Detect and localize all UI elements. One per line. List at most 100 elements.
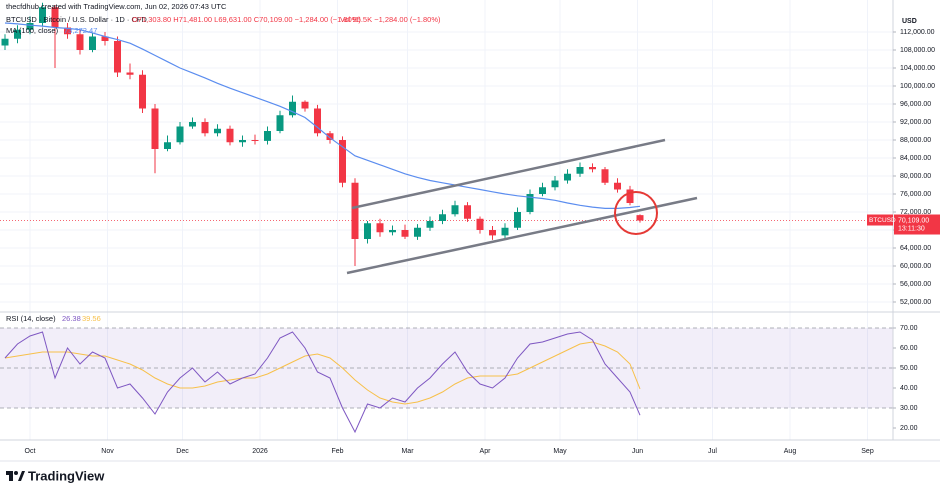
author-line: thecfdhub created with TradingView.com, … xyxy=(6,2,227,11)
candle-body xyxy=(289,101,296,116)
candle-body xyxy=(464,205,471,219)
ma-legend-value: 73,272.47 xyxy=(64,26,97,35)
candle-body xyxy=(176,126,184,143)
y-tick-label: 80,000.00 xyxy=(900,173,931,180)
ohlc: O71,303.80 H71,481.00 L69,631.00 C70,109… xyxy=(132,15,361,24)
candle-body xyxy=(636,215,644,221)
ma-line xyxy=(4,22,641,209)
y-tick-label: 60.00 xyxy=(900,345,918,352)
rsi-value: 26.38 xyxy=(62,314,81,323)
y-tick-label: 88,000.00 xyxy=(900,137,931,144)
y-tick-label: 96,000.00 xyxy=(900,101,931,108)
brand: TradingView xyxy=(28,468,105,483)
x-tick-label: May xyxy=(553,448,567,455)
candle-body xyxy=(551,180,559,188)
candle-body xyxy=(576,167,584,174)
x-tick-label: Jun xyxy=(632,448,643,455)
candle-body xyxy=(401,230,409,237)
ma-legend: MA (100, close) xyxy=(6,26,59,35)
x-tick-label: Feb xyxy=(331,448,343,455)
candle-body xyxy=(539,187,546,195)
x-tick-label: Sep xyxy=(861,448,874,455)
candle-body xyxy=(1,38,9,46)
symbol-label-box xyxy=(867,214,893,226)
candle-body xyxy=(414,227,421,237)
candle-body xyxy=(126,72,134,75)
x-tick-label: 2026 xyxy=(252,448,268,455)
channel-upper xyxy=(351,138,666,210)
y-tick-label: 108,000.00 xyxy=(900,47,935,54)
candle-body xyxy=(76,34,84,50)
rsi-ma-value: 39.56 xyxy=(82,314,101,323)
candle-body xyxy=(339,140,346,183)
y-tick-label: 60,000.00 xyxy=(900,263,931,270)
symbol-label: BTCUSD xyxy=(869,217,896,224)
candle-body xyxy=(426,221,434,228)
candle-body xyxy=(114,40,121,73)
y-tick-label: 70.00 xyxy=(900,325,918,332)
candle-body xyxy=(226,128,234,143)
candle-body xyxy=(51,7,59,28)
candle-body xyxy=(364,223,371,240)
candle-body xyxy=(626,189,634,204)
volume: Vol 95.5K −1,284.00 (−1.80%) xyxy=(340,15,441,24)
x-tick-label: Oct xyxy=(25,448,36,455)
y-tick-label: 56,000.00 xyxy=(900,281,931,288)
y-tick-label: 52,000.00 xyxy=(900,299,931,306)
candle-body xyxy=(376,223,384,233)
x-tick-label: Apr xyxy=(480,448,492,455)
candle-body xyxy=(601,169,609,183)
candle-body xyxy=(514,212,521,228)
candle-body xyxy=(239,140,246,143)
candle-body xyxy=(89,36,96,50)
candle-body xyxy=(189,122,196,127)
y-tick-label: 40.00 xyxy=(900,385,918,392)
x-tick-label: Mar xyxy=(401,448,414,455)
rsi-legend: RSI (14, close) xyxy=(6,314,56,323)
candle-body xyxy=(351,182,359,240)
candle-body xyxy=(476,218,484,231)
price-label: 70,109.00 xyxy=(898,217,929,224)
y-tick-label: 100,000.00 xyxy=(900,83,935,90)
candle-body xyxy=(151,108,159,150)
x-tick-label: Aug xyxy=(784,448,797,455)
rsi-line xyxy=(4,331,641,434)
candle-body xyxy=(389,230,396,233)
currency: USD xyxy=(902,18,917,25)
y-tick-label: 104,000.00 xyxy=(900,65,935,72)
y-tick-label: 76,000.00 xyxy=(900,191,931,198)
candle-body xyxy=(251,140,259,142)
candle-body xyxy=(14,29,21,39)
y-tick-label: 72,000.00 xyxy=(900,209,931,216)
candle-body xyxy=(64,27,71,35)
candle-body xyxy=(314,108,321,134)
highlight-circle xyxy=(614,191,658,235)
candle-body xyxy=(164,142,171,150)
candle-body xyxy=(39,7,46,23)
x-tick-label: Nov xyxy=(101,448,114,455)
candle-body xyxy=(489,230,496,236)
candle-body xyxy=(301,101,309,109)
y-tick-label: 30.00 xyxy=(900,405,918,412)
candle-body xyxy=(501,227,509,236)
rsi-line xyxy=(4,341,641,405)
y-tick-label: 112,000.00 xyxy=(900,29,935,36)
x-tick-label: Jul xyxy=(708,448,717,455)
candle-body xyxy=(276,115,284,132)
candle-body xyxy=(264,131,271,141)
symbol: BTCUSD · Bitcoin / U.S. Dollar · 1D · CF… xyxy=(6,15,147,24)
candle-body xyxy=(101,36,109,41)
x-tick-label: Dec xyxy=(176,448,189,455)
candle-body xyxy=(26,22,34,30)
candle-body xyxy=(201,122,209,134)
candle-body xyxy=(439,214,446,222)
brand-logo xyxy=(6,471,25,481)
candle-body xyxy=(451,205,459,215)
candle-body xyxy=(589,167,596,170)
candle-body xyxy=(564,173,571,181)
candle-body xyxy=(214,128,221,134)
y-tick-label: 92,000.00 xyxy=(900,119,931,126)
price-countdown: 13:11:30 xyxy=(898,225,925,232)
plot xyxy=(1,2,644,434)
axes: Oct Nov Dec 2026 Feb Mar Apr May Jun Jul Aug Sep 52,… xyxy=(25,29,940,455)
